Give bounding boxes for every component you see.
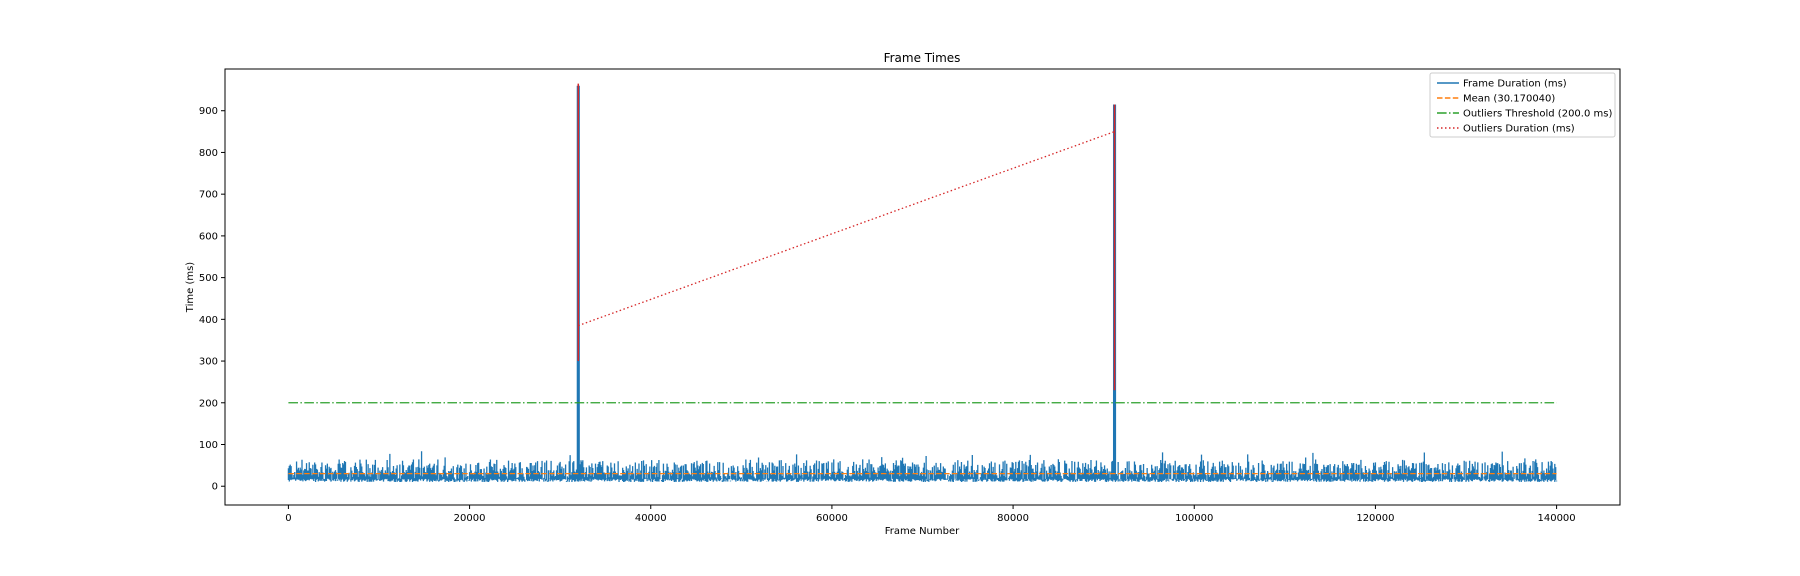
y-tick-label: 300	[199, 357, 218, 368]
x-tick-label: 140000	[1537, 513, 1575, 524]
y-tick-label: 700	[199, 190, 218, 201]
y-tick-label: 500	[199, 273, 218, 284]
x-tick-label: 60000	[816, 513, 848, 524]
legend-label-threshold: Outliers Threshold (200.0 ms)	[1463, 109, 1612, 120]
x-tick-label: 0	[285, 513, 291, 524]
x-axis-label: Frame Number	[885, 526, 960, 537]
series-outliers-duration	[578, 130, 1115, 327]
axes-layer: 0 20000 40000 60000 80000 100000 120000 140000 0…	[199, 106, 1576, 524]
legend-label-outliers: Outliers Duration (ms)	[1463, 124, 1575, 135]
y-tick-label: 600	[199, 231, 218, 242]
x-tick-label: 120000	[1356, 513, 1394, 524]
plot-layer	[287, 83, 1558, 483]
plot-frame	[224, 68, 1621, 506]
legend-label-mean: Mean (30.170040)	[1463, 94, 1555, 105]
x-tick-label: 40000	[635, 513, 667, 524]
legend: Frame Duration (ms) Mean (30.170040) Out…	[1429, 72, 1616, 138]
x-tick-label: 100000	[1175, 513, 1213, 524]
y-tick-label: 200	[199, 398, 218, 409]
y-tick-label: 800	[199, 148, 218, 159]
y-tick-label: 0	[212, 482, 218, 493]
legend-box	[1429, 72, 1616, 138]
chart-title: Frame Times	[884, 51, 961, 65]
x-tick-label: 20000	[454, 513, 486, 524]
legend-label-frame-duration: Frame Duration (ms)	[1463, 79, 1567, 90]
y-tick-label: 100	[199, 440, 218, 451]
y-axis-label: Time (ms)	[185, 262, 196, 314]
x-tick-label: 80000	[997, 513, 1029, 524]
y-tick-label: 400	[199, 315, 218, 326]
y-tick-label: 900	[199, 106, 218, 117]
